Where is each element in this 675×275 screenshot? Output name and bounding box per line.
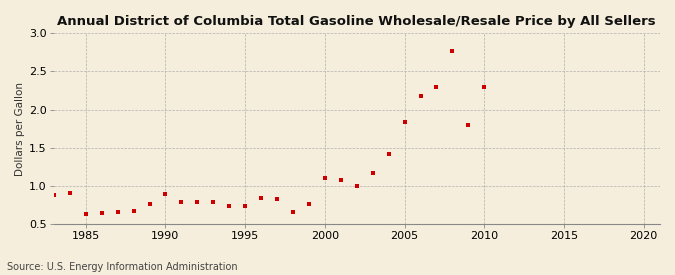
Point [431, 84, 442, 89]
Point [208, 199, 219, 204]
Point [352, 183, 362, 188]
Point [463, 123, 474, 127]
Point [224, 203, 235, 208]
Point [80, 212, 91, 216]
Point [447, 49, 458, 53]
Point [176, 200, 187, 205]
Point [128, 209, 139, 213]
Point [304, 202, 315, 206]
Point [192, 199, 202, 204]
Title: Annual District of Columbia Total Gasoline Wholesale/Resale Price by All Sellers: Annual District of Columbia Total Gasoli… [57, 15, 656, 28]
Point [97, 211, 107, 215]
Point [112, 210, 123, 214]
Point [256, 196, 267, 200]
Point [415, 94, 426, 98]
Point [64, 191, 75, 196]
Point [335, 177, 346, 182]
Point [144, 202, 155, 206]
Y-axis label: Dollars per Gallon: Dollars per Gallon [15, 82, 25, 175]
Point [399, 120, 410, 125]
Point [271, 196, 282, 201]
Point [383, 152, 394, 156]
Point [367, 170, 378, 175]
Point [288, 210, 298, 214]
Point [479, 84, 489, 89]
Point [160, 192, 171, 196]
Point [319, 176, 330, 180]
Text: Source: U.S. Energy Information Administration: Source: U.S. Energy Information Administ… [7, 262, 238, 272]
Point [240, 203, 250, 208]
Point [49, 193, 59, 197]
